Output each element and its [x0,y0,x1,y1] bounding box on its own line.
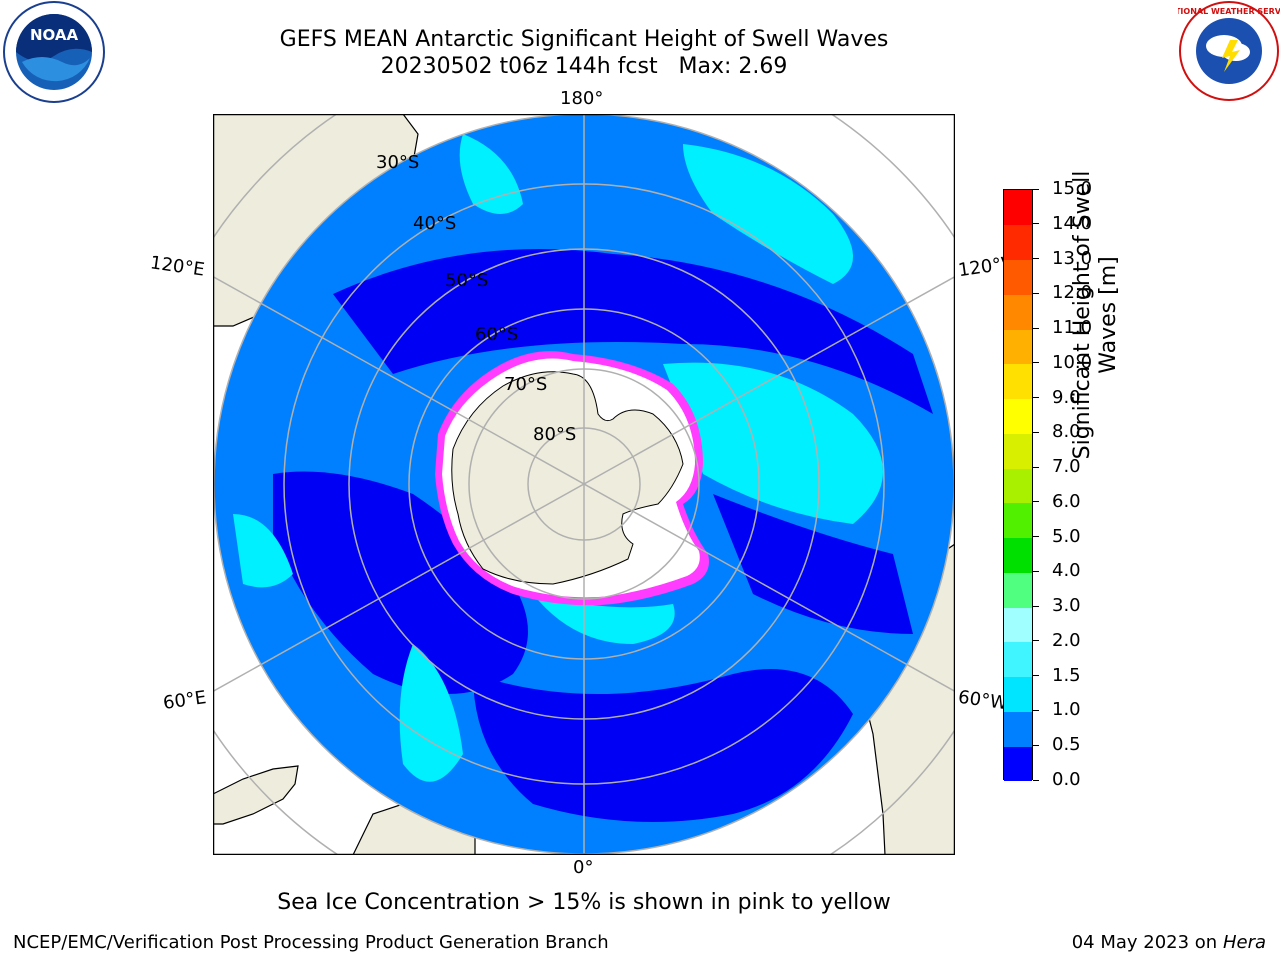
colorbar-segment [1004,746,1032,782]
colorbar-title: Significant Height of Swell Waves [m] [1070,145,1122,485]
noaa-logo-text: NOAA [30,26,79,44]
colorbar-tick [1033,327,1039,329]
colorbar-tick-label: 6.0 [1052,490,1081,512]
colorbar-tick-label: 11.0 [1052,317,1093,339]
colorbar-tick-label: 0.5 [1052,734,1081,756]
colorbar-tick [1033,675,1039,677]
colorbar-tick-label: 5.0 [1052,525,1081,547]
lon-label-60w: 60°W [956,686,1009,715]
colorbar-tick [1033,188,1039,190]
colorbar-segment [1004,468,1032,504]
colorbar-segment [1004,259,1032,295]
caption: Sea Ice Concentration > 15% is shown in … [277,890,891,915]
lat-label-50s: 50°S [445,270,489,291]
colorbar-segment [1004,363,1032,400]
colorbar-segment [1004,711,1032,747]
colorbar-tick-label: 15.0 [1052,178,1093,199]
colorbar-tick-label: 8.0 [1052,421,1081,443]
footer-date-text: 04 May 2023 on [1071,932,1218,953]
land-madagascar [213,765,299,825]
footer-date: 04 May 2023 on Hera [1072,932,1266,953]
lat-label-60s: 60°S [475,324,519,345]
colorbar-segment [1004,329,1032,365]
land-antarctica [451,371,684,585]
colorbar-segment [1004,433,1032,469]
lat-label-70s: 70°S [504,374,548,395]
colorbar-tick [1033,605,1039,607]
colorbar-title-line2: Waves [m] [1096,256,1121,374]
colorbar-tick-label: 0.0 [1052,769,1081,790]
footer-host: Hera [1222,932,1266,953]
lon-label-60e: 60°E [161,687,208,714]
colorbar-tick-label: 4.0 [1052,560,1081,582]
colorbar-tick-label: 14.0 [1052,212,1093,234]
colorbar-segment [1004,294,1032,330]
colorbar-tick [1033,258,1039,260]
colorbar-tick [1033,466,1039,468]
meridian-lines [213,114,955,855]
colorbar [1003,189,1033,782]
colorbar-segment [1004,502,1032,539]
colorbar-tick [1033,223,1039,225]
colorbar-segment [1004,190,1032,226]
noaa-logo: NOAA [2,0,106,108]
colorbar-tick [1033,397,1039,399]
colorbar-tick [1033,709,1039,711]
lon-label-120e: 120°E [148,252,206,281]
polar-map-svg [213,114,955,855]
chart-title: GEFS MEAN Antarctic Significant Height o… [279,27,889,52]
lat-label-30s: 30°S [376,152,420,173]
lon-label-180: 180° [560,88,604,109]
colorbar-tick [1033,536,1039,538]
lat-label-40s: 40°S [413,213,457,234]
footer-organization: NCEP/EMC/Verification Post Processing Pr… [13,932,609,953]
colorbar-segment [1004,398,1032,434]
colorbar-tick-label: 2.0 [1052,629,1081,651]
lon-label-0: 0° [573,857,594,878]
colorbar-tick-label: 1.5 [1052,664,1081,686]
colorbar-tick-label: 12.0 [1052,282,1093,304]
colorbar-tick [1033,779,1039,781]
polar-map [213,114,955,855]
colorbar-segment [1004,607,1032,643]
colorbar-tick [1033,292,1039,294]
colorbar-tick [1033,431,1039,433]
chart-subtitle: 20230502 t06z 144h fcst Max: 2.69 [380,54,788,79]
colorbar-tick [1033,744,1039,746]
colorbar-tick-label: 1.0 [1052,699,1081,721]
lat-label-80s: 80°S [533,424,577,445]
colorbar-tick [1033,640,1039,642]
colorbar-segment [1004,676,1032,712]
colorbar-segment [1004,224,1032,260]
colorbar-tick [1033,362,1039,364]
nws-logo: NATIONAL WEATHER SERVICE [1163,0,1280,106]
colorbar-title-line1: Significant Height of Swell [1070,170,1095,460]
nws-logo-text: NATIONAL WEATHER SERVICE [1178,7,1280,16]
colorbar-segment [1004,537,1032,573]
colorbar-tick-label: 9.0 [1052,386,1081,408]
colorbar-segment [1004,641,1032,678]
colorbar-tick-label: 3.0 [1052,595,1081,617]
colorbar-tick-label: 10.0 [1052,351,1093,373]
colorbar-segment [1004,572,1032,608]
colorbar-tick-label: 7.0 [1052,456,1081,478]
colorbar-tick [1033,501,1039,503]
colorbar-tick-label: 13.0 [1052,247,1093,269]
colorbar-tick [1033,570,1039,572]
